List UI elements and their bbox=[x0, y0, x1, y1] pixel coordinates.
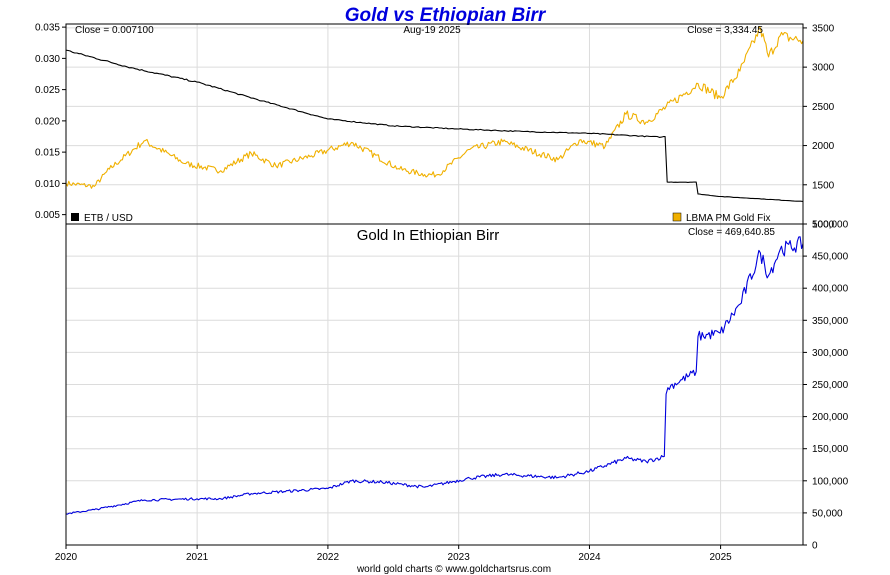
top-right-tick-1000: 1000 bbox=[812, 220, 835, 231]
top-left-tick-0.015: 0.015 bbox=[35, 148, 60, 159]
legend-gold-swatch bbox=[672, 212, 682, 222]
gold-in-birr-line bbox=[65, 236, 804, 515]
top-left-tick-0.005: 0.005 bbox=[35, 210, 60, 221]
top-right-axis: 1000 1500 2000 2500 3000 3500 bbox=[803, 23, 835, 231]
bottom-right-tick-50,000: 50,000 bbox=[812, 508, 843, 519]
bottom-right-tick-100,000: 100,000 bbox=[812, 476, 849, 487]
top-close-left: Close = 0.007100 bbox=[75, 25, 154, 36]
bottom-right-tick-500,000: 500,000 bbox=[812, 220, 849, 231]
bottom-panel-grid bbox=[65, 223, 803, 546]
legend-etb-label: ETB / USD bbox=[84, 213, 133, 224]
legend-gold-label: LBMA PM Gold Fix bbox=[686, 213, 770, 224]
top-close-right: Close = 3,334.45 bbox=[687, 25, 763, 36]
etb-usd-line bbox=[65, 49, 804, 203]
top-left-tick-0.020: 0.020 bbox=[35, 116, 60, 127]
legend-etb-swatch bbox=[71, 213, 79, 221]
gold-fix-line bbox=[65, 26, 804, 189]
top-date-label: Aug-19 2025 bbox=[403, 25, 461, 36]
bottom-right-tick-200,000: 200,000 bbox=[812, 412, 849, 423]
x-tick-2021: 2021 bbox=[186, 552, 209, 563]
bottom-right-tick-450,000: 450,000 bbox=[812, 252, 849, 263]
bottom-close-right: Close = 469,640.85 bbox=[688, 227, 775, 238]
top-left-tick-0.030: 0.030 bbox=[35, 54, 60, 65]
bottom-right-tick-300,000: 300,000 bbox=[812, 348, 849, 359]
top-right-tick-2500: 2500 bbox=[812, 102, 835, 113]
x-axis: 2020 2021 2022 2023 2024 2025 bbox=[55, 545, 732, 563]
x-tick-2025: 2025 bbox=[709, 552, 732, 563]
bottom-right-tick-0: 0 bbox=[812, 541, 818, 552]
top-right-tick-2000: 2000 bbox=[812, 141, 835, 152]
bottom-right-tick-250,000: 250,000 bbox=[812, 380, 849, 391]
chart-title: Gold vs Ethiopian Birr bbox=[345, 5, 547, 26]
top-right-tick-3500: 3500 bbox=[812, 23, 835, 34]
top-panel-frame bbox=[65, 23, 804, 225]
top-panel-series bbox=[65, 26, 804, 203]
top-left-axis: 0.005 0.010 0.015 0.020 0.025 0.030 0.035 bbox=[35, 23, 66, 221]
top-right-tick-3000: 3000 bbox=[812, 63, 835, 74]
top-right-tick-1500: 1500 bbox=[812, 180, 835, 191]
x-tick-2023: 2023 bbox=[448, 552, 471, 563]
bottom-right-tick-150,000: 150,000 bbox=[812, 444, 849, 455]
top-left-tick-0.010: 0.010 bbox=[35, 179, 60, 190]
top-left-tick-0.025: 0.025 bbox=[35, 85, 60, 96]
x-tick-2024: 2024 bbox=[578, 552, 601, 563]
bottom-panel-title: Gold In Ethiopian Birr bbox=[357, 227, 500, 244]
bottom-right-tick-350,000: 350,000 bbox=[812, 316, 849, 327]
x-tick-2020: 2020 bbox=[55, 552, 78, 563]
bottom-right-axis: 0 50,000 100,000 150,000 200,000 250,000 300,0… bbox=[803, 220, 849, 552]
top-panel-grid bbox=[65, 24, 803, 225]
x-tick-2022: 2022 bbox=[317, 552, 340, 563]
footer-credit: world gold charts © www.goldchartsrus.co… bbox=[356, 564, 551, 575]
bottom-panel-series bbox=[65, 236, 804, 515]
bottom-right-tick-400,000: 400,000 bbox=[812, 284, 849, 295]
top-left-tick-0.035: 0.035 bbox=[35, 23, 60, 34]
